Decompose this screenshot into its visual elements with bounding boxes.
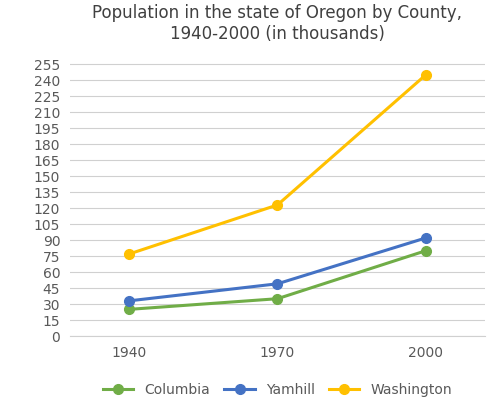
Line: Columbia: Columbia: [124, 246, 430, 314]
Yamhill: [274, 281, 280, 286]
Columbia: [126, 307, 132, 312]
Yamhill: [422, 236, 428, 241]
Washington: [422, 72, 428, 77]
Title: Population in the state of Oregon by County,
1940-2000 (in thousands): Population in the state of Oregon by Cou…: [92, 5, 462, 43]
Line: Yamhill: Yamhill: [124, 233, 430, 306]
Washington: [126, 252, 132, 257]
Line: Washington: Washington: [124, 70, 430, 259]
Yamhill: [126, 298, 132, 303]
Legend: Columbia, Yamhill, Washington: Columbia, Yamhill, Washington: [98, 377, 458, 402]
Columbia: [274, 296, 280, 301]
Washington: [274, 202, 280, 207]
Columbia: [422, 248, 428, 253]
